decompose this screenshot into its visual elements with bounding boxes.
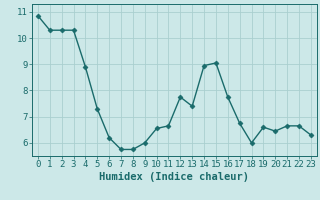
X-axis label: Humidex (Indice chaleur): Humidex (Indice chaleur) bbox=[100, 172, 249, 182]
